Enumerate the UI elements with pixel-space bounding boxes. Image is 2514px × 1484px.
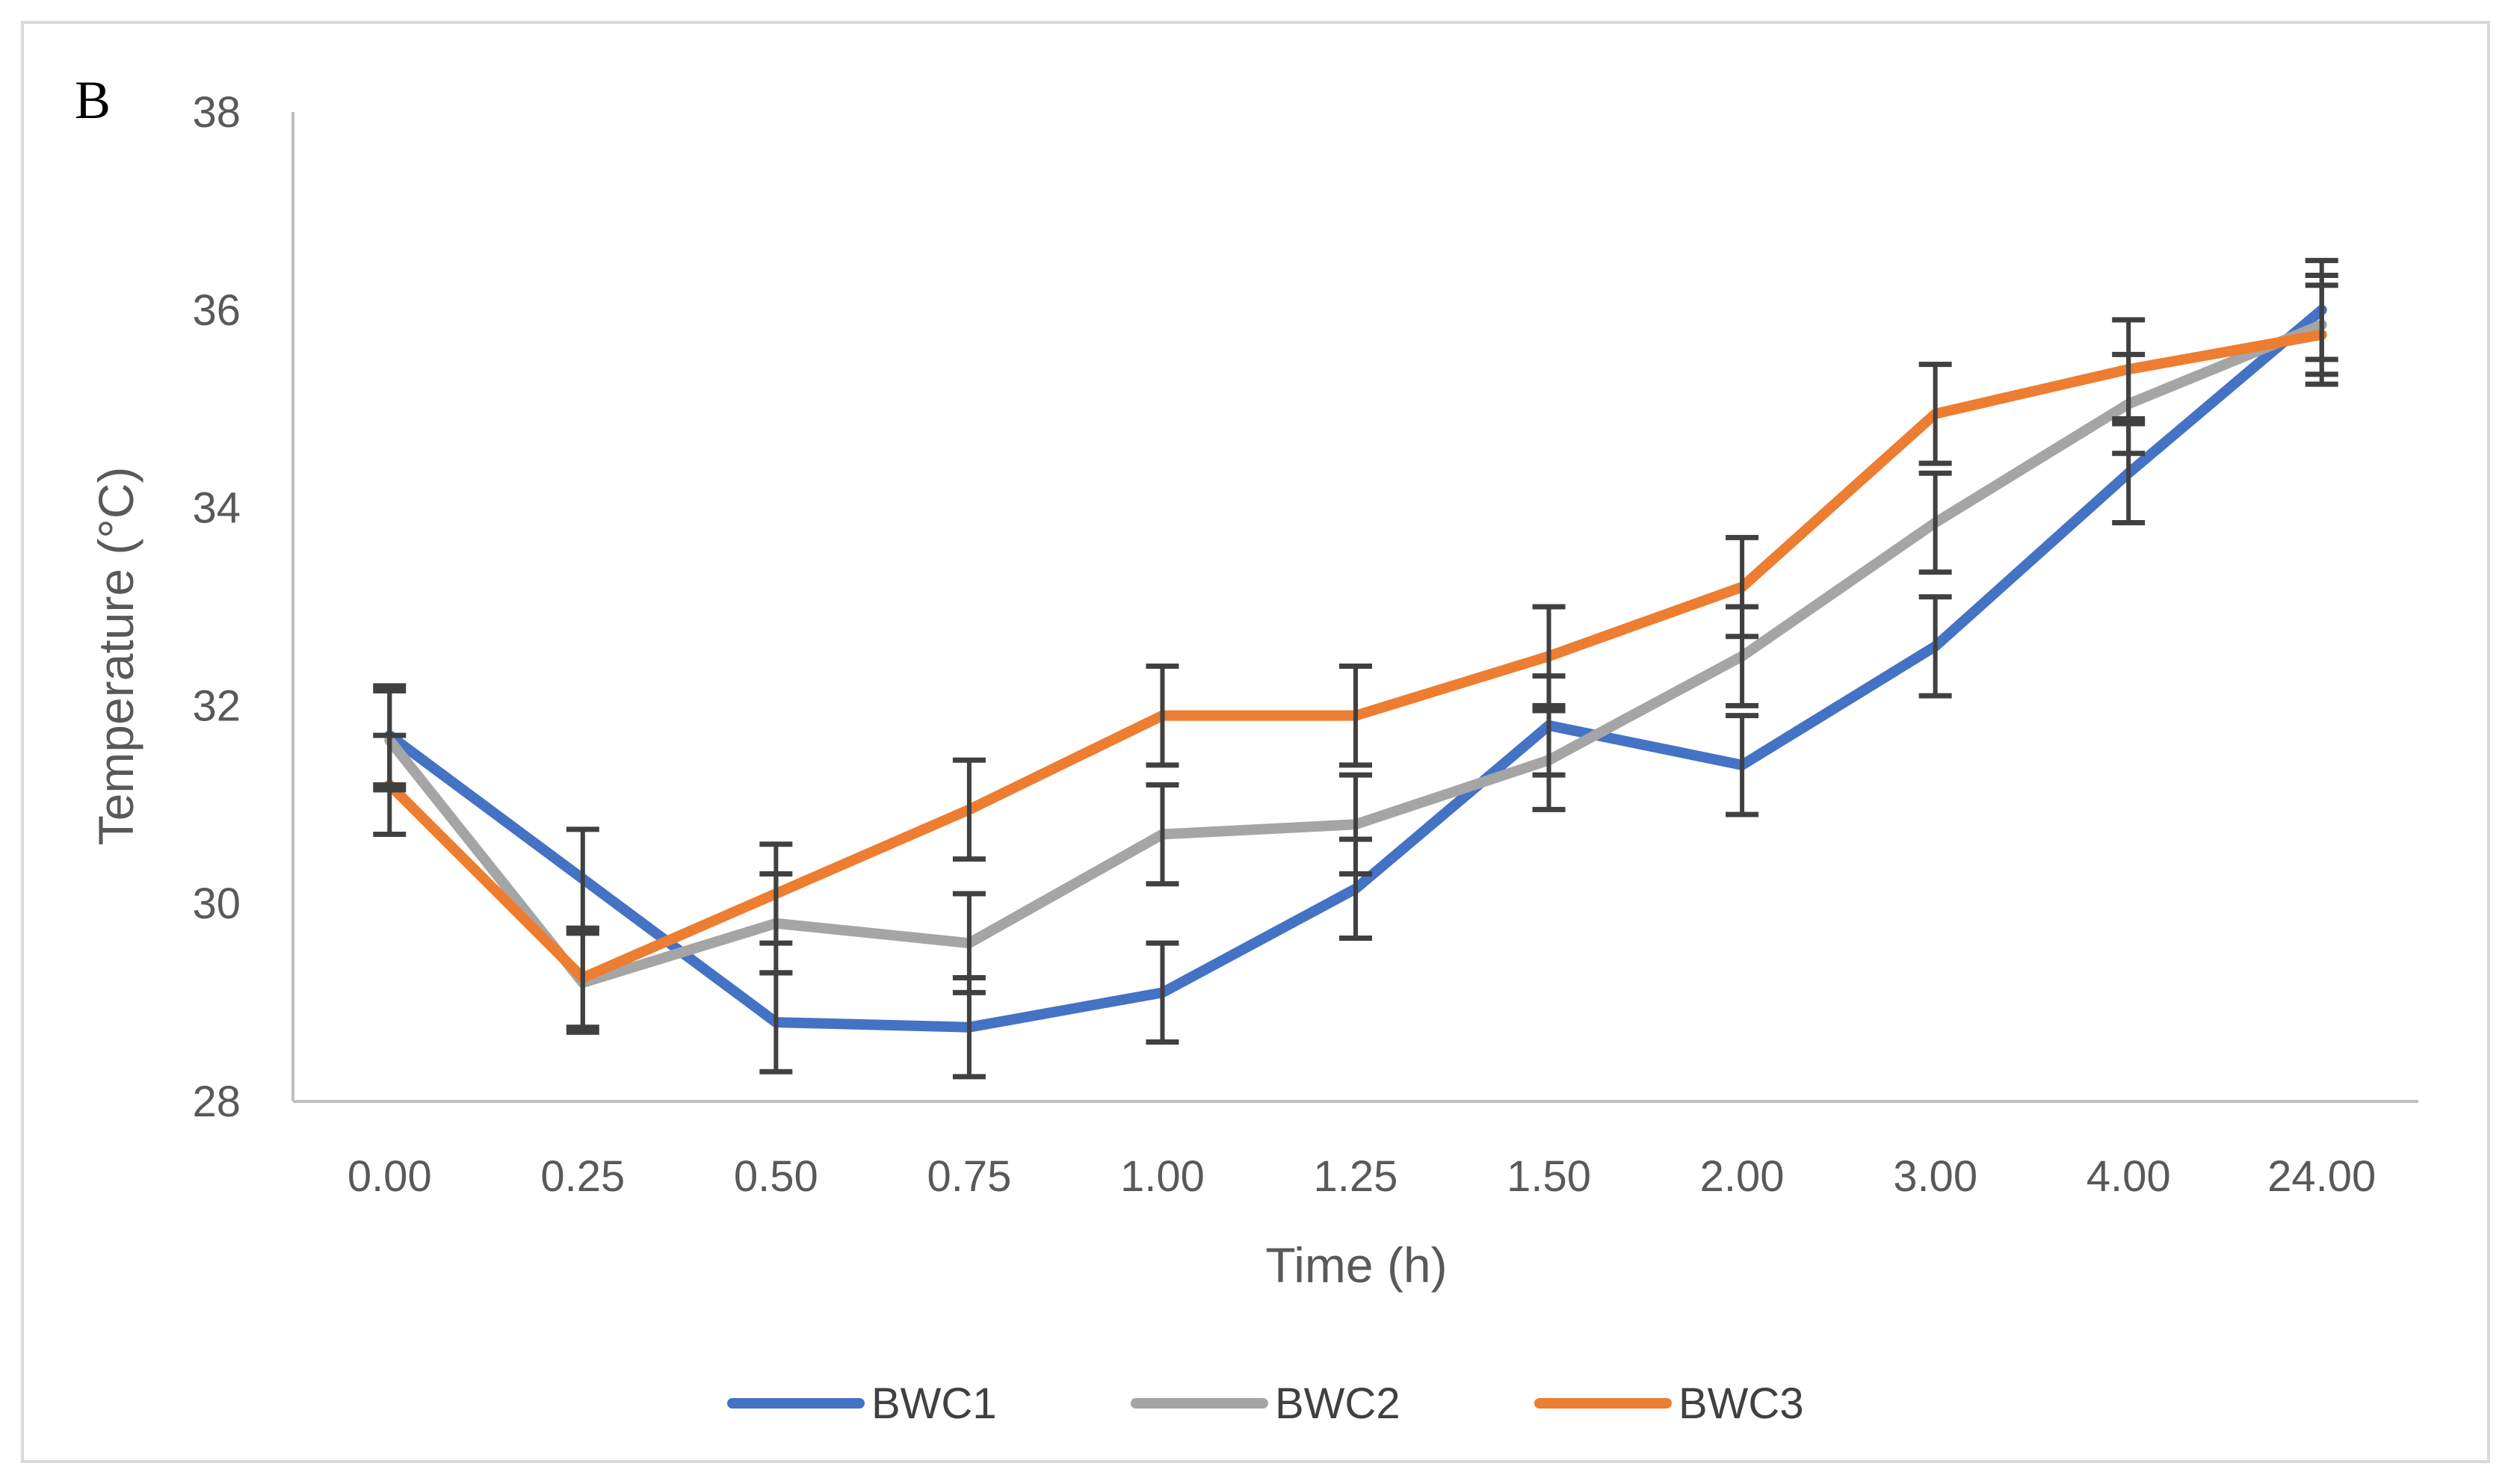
x-axis-title: Time (h) — [1265, 1237, 1447, 1293]
error-bar-bwc3 — [2112, 317, 2146, 421]
error-bar-bwc3 — [1146, 663, 1179, 768]
y-axis-title: Temperature (°C) — [88, 467, 143, 846]
x-tick-label: 1.00 — [1120, 1152, 1205, 1201]
error-bar-bwc3 — [1532, 604, 1566, 708]
legend-item-bwc3: BWC3 — [1534, 1379, 1804, 1428]
legend-label: BWC3 — [1678, 1379, 1804, 1428]
y-tick-label: 38 — [192, 88, 241, 137]
x-tick-label: 0.75 — [927, 1152, 1011, 1201]
x-tick-label: 2.00 — [1700, 1152, 1785, 1201]
error-bar-bwc2 — [1339, 772, 1372, 877]
error-bar-bwc3 — [1339, 663, 1372, 768]
chart-border — [21, 21, 2490, 1463]
error-bar-bwc1 — [1918, 594, 1952, 699]
x-tick-label: 0.00 — [348, 1152, 432, 1201]
y-tick-label: 34 — [192, 484, 241, 533]
x-tick-label: 0.50 — [734, 1152, 818, 1201]
legend-label: BWC1 — [871, 1379, 997, 1428]
x-tick-label: 1.25 — [1314, 1152, 1398, 1201]
error-bar-bwc3 — [1726, 534, 1759, 640]
y-tick-label: 32 — [192, 681, 241, 730]
panel-label: B — [75, 70, 111, 130]
error-bar-bwc2 — [1146, 782, 1179, 887]
legend-label: BWC2 — [1275, 1379, 1400, 1428]
error-bar-bwc1 — [1726, 713, 1759, 817]
legend-item-bwc1: BWC1 — [727, 1379, 997, 1428]
error-bar-bwc3 — [2305, 282, 2338, 387]
error-bar-bwc2 — [952, 891, 986, 995]
error-bar-bwc2 — [1532, 708, 1566, 812]
x-tick-label: 24.00 — [2267, 1152, 2376, 1201]
error-bar-bwc1 — [1146, 940, 1179, 1045]
error-bar-bwc3 — [759, 841, 793, 946]
y-tick-label: 36 — [192, 286, 241, 335]
x-tick-label: 4.00 — [2087, 1152, 2171, 1201]
error-bar-bwc3 — [1918, 362, 1952, 466]
error-bar-bwc2 — [1918, 470, 1952, 575]
error-bar-bwc3 — [952, 757, 986, 862]
legend-item-bwc2: BWC2 — [1131, 1379, 1400, 1428]
x-tick-label: 0.25 — [540, 1152, 625, 1201]
error-bar-bwc3 — [373, 732, 407, 838]
error-bar-bwc3 — [566, 925, 599, 1030]
y-tick-label: 28 — [192, 1078, 241, 1126]
x-tick-label: 3.00 — [1893, 1152, 1977, 1201]
x-tick-label: 1.50 — [1507, 1152, 1591, 1201]
y-tick-label: 30 — [192, 879, 241, 928]
